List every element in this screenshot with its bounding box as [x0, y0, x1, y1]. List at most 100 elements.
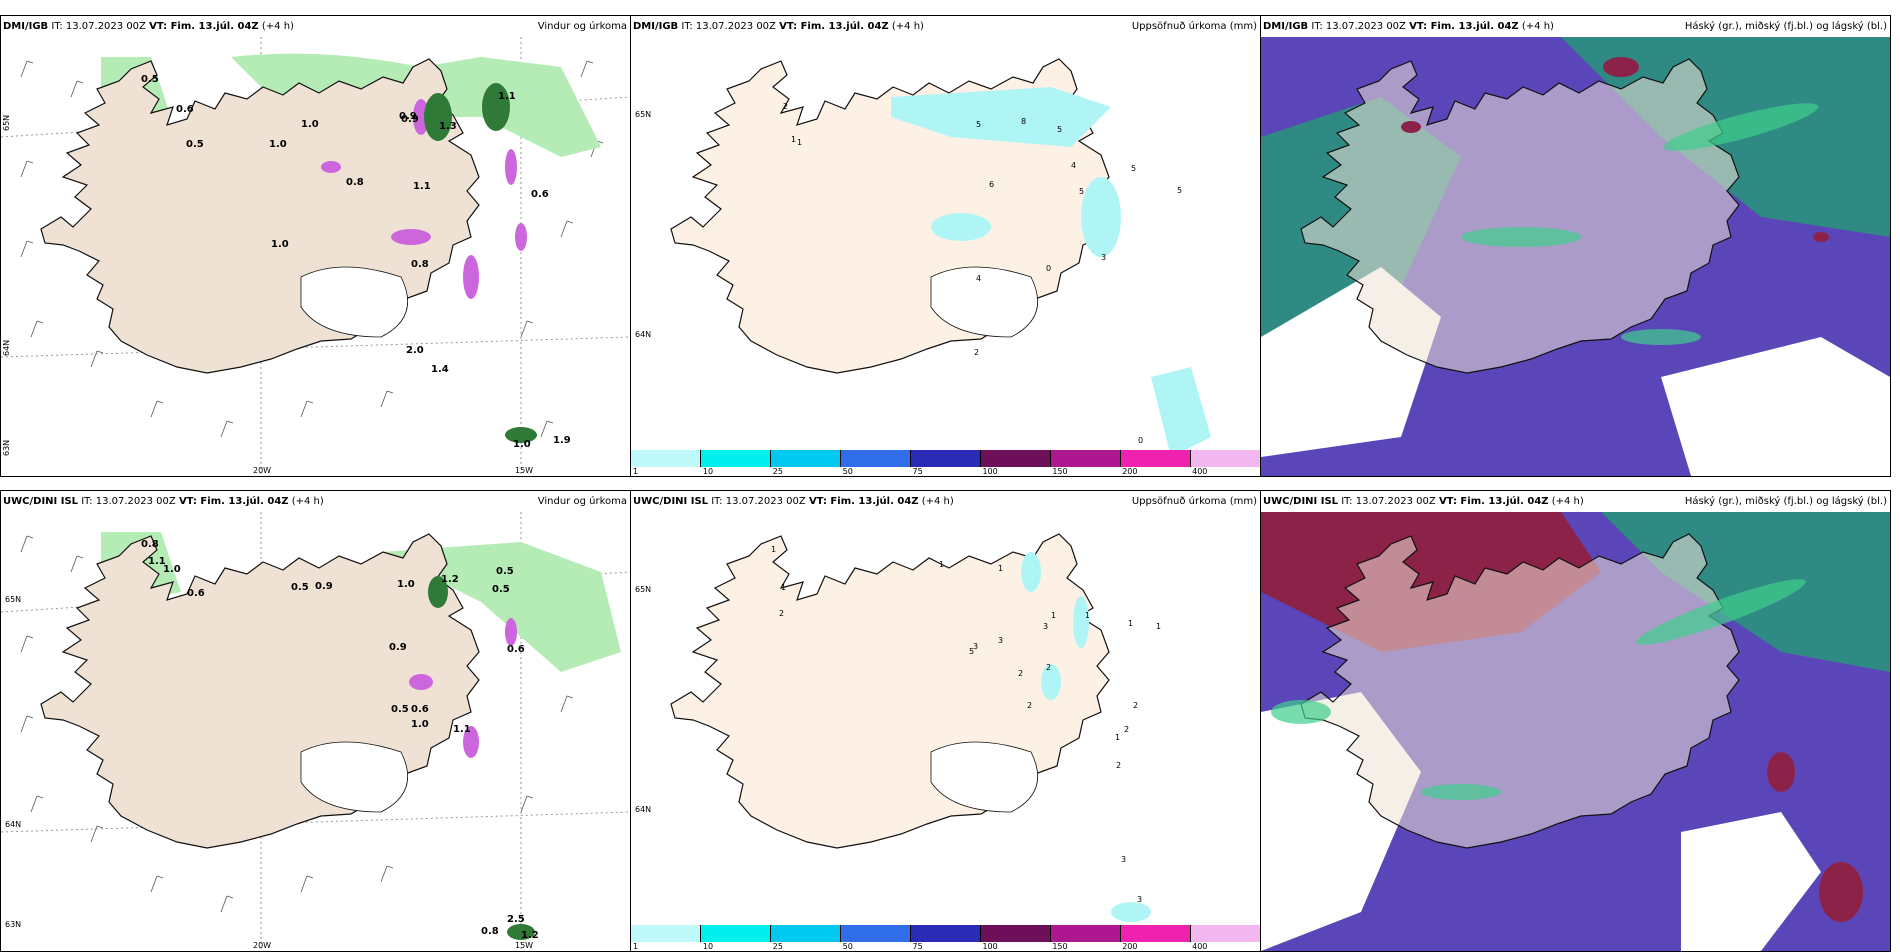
colorbar-tick: 25 [772, 467, 783, 476]
colorbar-ticks: 1 10 25 50 75 100 150 200 400 [631, 467, 1260, 476]
precip-value: 2 [1018, 669, 1023, 678]
model-name: DMI/IGB [1263, 21, 1309, 32]
colorbar-tick: 75 [912, 467, 923, 476]
colorbar-tick: 150 [1052, 942, 1068, 951]
panel-title: Uppsöfnuð úrkoma (mm) [1131, 21, 1257, 32]
precip-value: 5 [976, 120, 981, 129]
colorbar-swatch [1051, 450, 1121, 467]
precip-value: 1.4 [431, 364, 449, 375]
precip-value: 1.0 [397, 579, 415, 590]
precip-value: 0.5 [291, 582, 309, 593]
cloud-map [1261, 512, 1890, 951]
lat-label: 64N [635, 805, 651, 814]
precip-value: 0.5 [141, 74, 159, 85]
precip-value: 3 [1043, 622, 1048, 631]
panel-uwc-wind-precip: UWC/DINI ISL IT: 13.07.2023 00Z VT: Fim.… [0, 490, 631, 952]
lon-label: 20W [253, 466, 271, 475]
lat-label: 64N [2, 340, 11, 356]
precip-value: 3 [1101, 253, 1106, 262]
valid-time: VT: Fim. 13.júl. 04Z [149, 21, 259, 32]
precip-value: 0.6 [507, 644, 525, 655]
precip-value: 5 [1057, 125, 1062, 134]
colorbar-swatches [631, 925, 1260, 942]
panel-title: Uppsöfnuð úrkoma (mm) [1131, 496, 1257, 507]
colorbar-swatch [701, 450, 771, 467]
precip-value: 0.9 [315, 581, 333, 592]
precip-value: 2 [1124, 725, 1129, 734]
panel-dmi-clouds: DMI/IGB IT: 13.07.2023 00Z VT: Fim. 13.j… [1260, 15, 1891, 477]
lat-label: 65N [2, 115, 11, 131]
precip-value: 2 [1133, 701, 1138, 710]
panel-header: UWC/DINI ISL IT: 13.07.2023 00Z VT: Fim.… [1, 491, 630, 512]
model-name: UWC/DINI ISL [3, 496, 79, 507]
valid-time: VT: Fim. 13.júl. 04Z [1438, 496, 1549, 507]
precip-cores [321, 99, 527, 299]
precip-value: 0 [1138, 436, 1143, 445]
precip-value: 1 [998, 564, 1003, 573]
colorbar-swatch [771, 450, 841, 467]
precip-value: 2 [783, 102, 788, 111]
init-time: IT: 13.07.2023 00Z [51, 21, 146, 32]
precip-value: 2 [1116, 761, 1121, 770]
precip-value: 3 [998, 636, 1003, 645]
precip-value: 1 [939, 560, 944, 569]
precip-value: 1.1 [453, 724, 471, 735]
colorbar-swatches [631, 450, 1260, 467]
precip-colorbar: 1 10 25 50 75 100 150 200 400 [631, 925, 1260, 951]
precip-value: 4 [976, 274, 981, 283]
colorbar-swatch [981, 925, 1051, 942]
init-time: IT: 13.07.2023 00Z [81, 496, 176, 507]
precip-value: 3 [1121, 855, 1126, 864]
colorbar-swatch [981, 450, 1051, 467]
precip-value: 1.0 [269, 139, 287, 150]
precip-value: 2.0 [406, 345, 424, 356]
precip-value: 1.1 [498, 91, 516, 102]
panel-header: UWC/DINI ISL IT: 13.07.2023 00Z VT: Fim.… [631, 491, 1260, 512]
precip-value: 1.1 [148, 556, 166, 567]
colorbar-tick: 1 [633, 467, 639, 476]
colorbar-tick: 50 [842, 467, 853, 476]
precip-value: 1.0 [301, 119, 319, 130]
precip-value: 1 [791, 135, 796, 144]
precip-value: 5 [1177, 186, 1182, 195]
colorbar-swatch [1191, 450, 1260, 467]
colorbar-tick: 25 [772, 942, 783, 951]
panel-uwc-accum-precip: UWC/DINI ISL IT: 13.07.2023 00Z VT: Fim.… [630, 490, 1261, 952]
lat-label: 64N [635, 330, 651, 339]
colorbar-tick: 75 [912, 942, 923, 951]
panel-dmi-wind-precip: DMI/IGB IT: 13.07.2023 00Z VT: Fim. 13.j… [0, 15, 631, 477]
glacier [300, 266, 409, 338]
precip-value: 1.2 [441, 574, 459, 585]
lead-time: (+4 h) [1551, 496, 1584, 507]
precip-value: 0.8 [481, 926, 499, 937]
lon-label: 15W [515, 466, 533, 475]
precip-value: 1.0 [163, 564, 181, 575]
colorbar-swatch [841, 450, 911, 467]
precip-value: 1.9 [553, 435, 571, 446]
precip-value: 2 [1046, 663, 1051, 672]
heavy-precip [424, 83, 537, 443]
colorbar-tick: 50 [842, 942, 853, 951]
colorbar-tick: 200 [1122, 942, 1138, 951]
panel-title: Vindur og úrkoma [537, 21, 627, 32]
valid-time: VT: Fim. 13.júl. 04Z [1409, 21, 1519, 32]
lat-label: 63N [2, 440, 11, 456]
precip-value: 1.3 [439, 121, 457, 132]
precip-value: 1 [1115, 733, 1120, 742]
precip-value: 1 [1156, 622, 1161, 631]
valid-time: VT: Fim. 13.júl. 04Z [779, 21, 889, 32]
high-cloud [1461, 103, 1819, 345]
precip-value: 1 [1051, 611, 1056, 620]
colorbar-tick: 1 [633, 942, 639, 951]
colorbar-swatch [631, 925, 701, 942]
init-time: IT: 13.07.2023 00Z [711, 496, 806, 507]
precip-value: 5 [969, 647, 974, 656]
lat-label: 65N [635, 110, 651, 119]
colorbar-tick: 200 [1122, 467, 1138, 476]
colorbar-swatch [1051, 925, 1121, 942]
panel-header: DMI/IGB IT: 13.07.2023 00Z VT: Fim. 13.j… [1261, 16, 1890, 37]
lead-time: (+4 h) [921, 496, 954, 507]
precip-value: 0.5 [492, 584, 510, 595]
precip-value: 6 [989, 180, 994, 189]
